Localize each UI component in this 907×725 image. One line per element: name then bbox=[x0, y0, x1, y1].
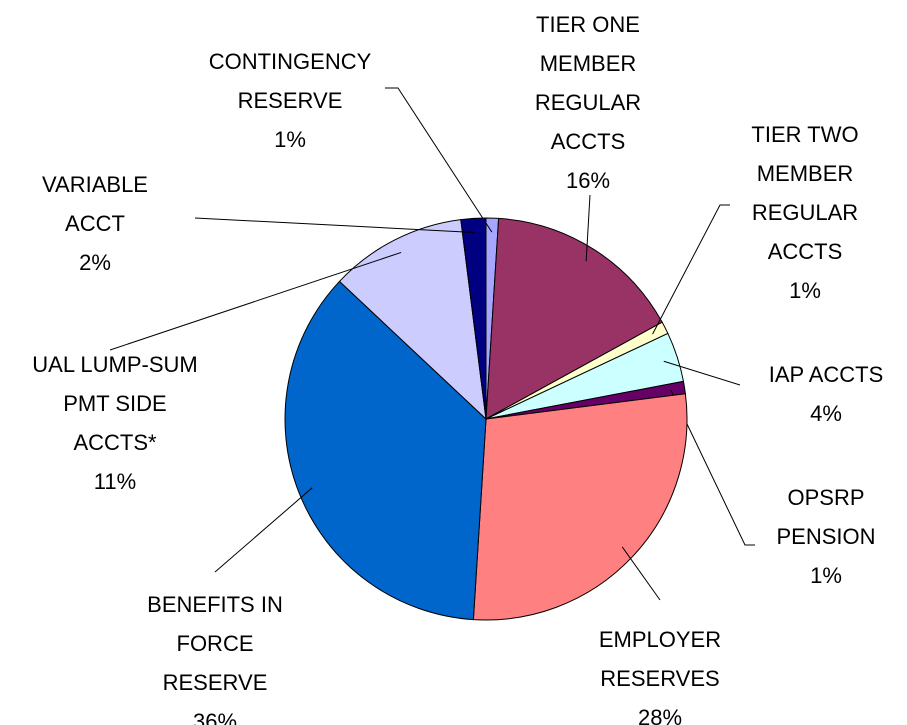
value-label: 2% bbox=[79, 250, 111, 275]
leader-line bbox=[663, 360, 741, 386]
leader-line bbox=[621, 546, 661, 601]
value-label: 16% bbox=[565, 168, 611, 193]
pie-slice bbox=[472, 393, 688, 621]
slice-label: IAP ACCTS 4% bbox=[736, 355, 907, 433]
leader-line bbox=[585, 194, 591, 262]
value-label: 1% bbox=[274, 127, 306, 152]
category-label: VARIABLE ACCT bbox=[42, 172, 148, 236]
value-label: 36% bbox=[192, 709, 238, 725]
leader-line bbox=[109, 251, 402, 351]
category-label: TIER ONE MEMBER REGULAR ACCTS bbox=[534, 12, 642, 154]
value-label: 28% bbox=[637, 705, 683, 725]
slice-label: TIER TWO MEMBER REGULAR ACCTS 1% bbox=[725, 115, 885, 310]
pie-slice bbox=[460, 217, 487, 420]
leader-line bbox=[670, 389, 755, 546]
slice-label: VARIABLE ACCT 2% bbox=[20, 165, 170, 282]
value-label: 1% bbox=[810, 563, 842, 588]
category-label: EMPLOYER RESERVES bbox=[598, 627, 722, 691]
value-label: 11% bbox=[93, 469, 137, 494]
slice-label: OPSRP PENSION 1% bbox=[751, 478, 901, 595]
category-label: UAL LUMP-SUM PMT SIDE ACCTS* bbox=[32, 352, 198, 455]
slice-label: BENEFITS IN FORCE RESERVE 36% bbox=[130, 585, 300, 725]
category-label: BENEFITS IN FORCE RESERVE bbox=[147, 592, 283, 695]
slice-label: CONTINGENCY RESERVE 1% bbox=[175, 42, 405, 159]
category-label: TIER TWO MEMBER REGULAR ACCTS bbox=[751, 122, 859, 264]
category-label: IAP ACCTS bbox=[768, 362, 884, 387]
leader-line bbox=[385, 87, 493, 233]
pie-slice bbox=[338, 219, 487, 421]
pie-slice bbox=[284, 280, 487, 621]
leader-line bbox=[194, 217, 475, 233]
category-label: CONTINGENCY RESERVE bbox=[208, 49, 372, 113]
leader-line bbox=[652, 204, 730, 335]
value-label: 4% bbox=[810, 401, 842, 426]
pie-slice bbox=[485, 217, 663, 420]
slice-label: TIER ONE MEMBER REGULAR ACCTS 16% bbox=[508, 5, 668, 200]
category-label: OPSRP PENSION bbox=[776, 485, 876, 549]
slice-label: UAL LUMP-SUM PMT SIDE ACCTS* 11% bbox=[25, 345, 205, 501]
slice-label: EMPLOYER RESERVES 28% bbox=[560, 620, 760, 725]
value-label: 1% bbox=[789, 278, 821, 303]
leader-line bbox=[214, 487, 313, 573]
